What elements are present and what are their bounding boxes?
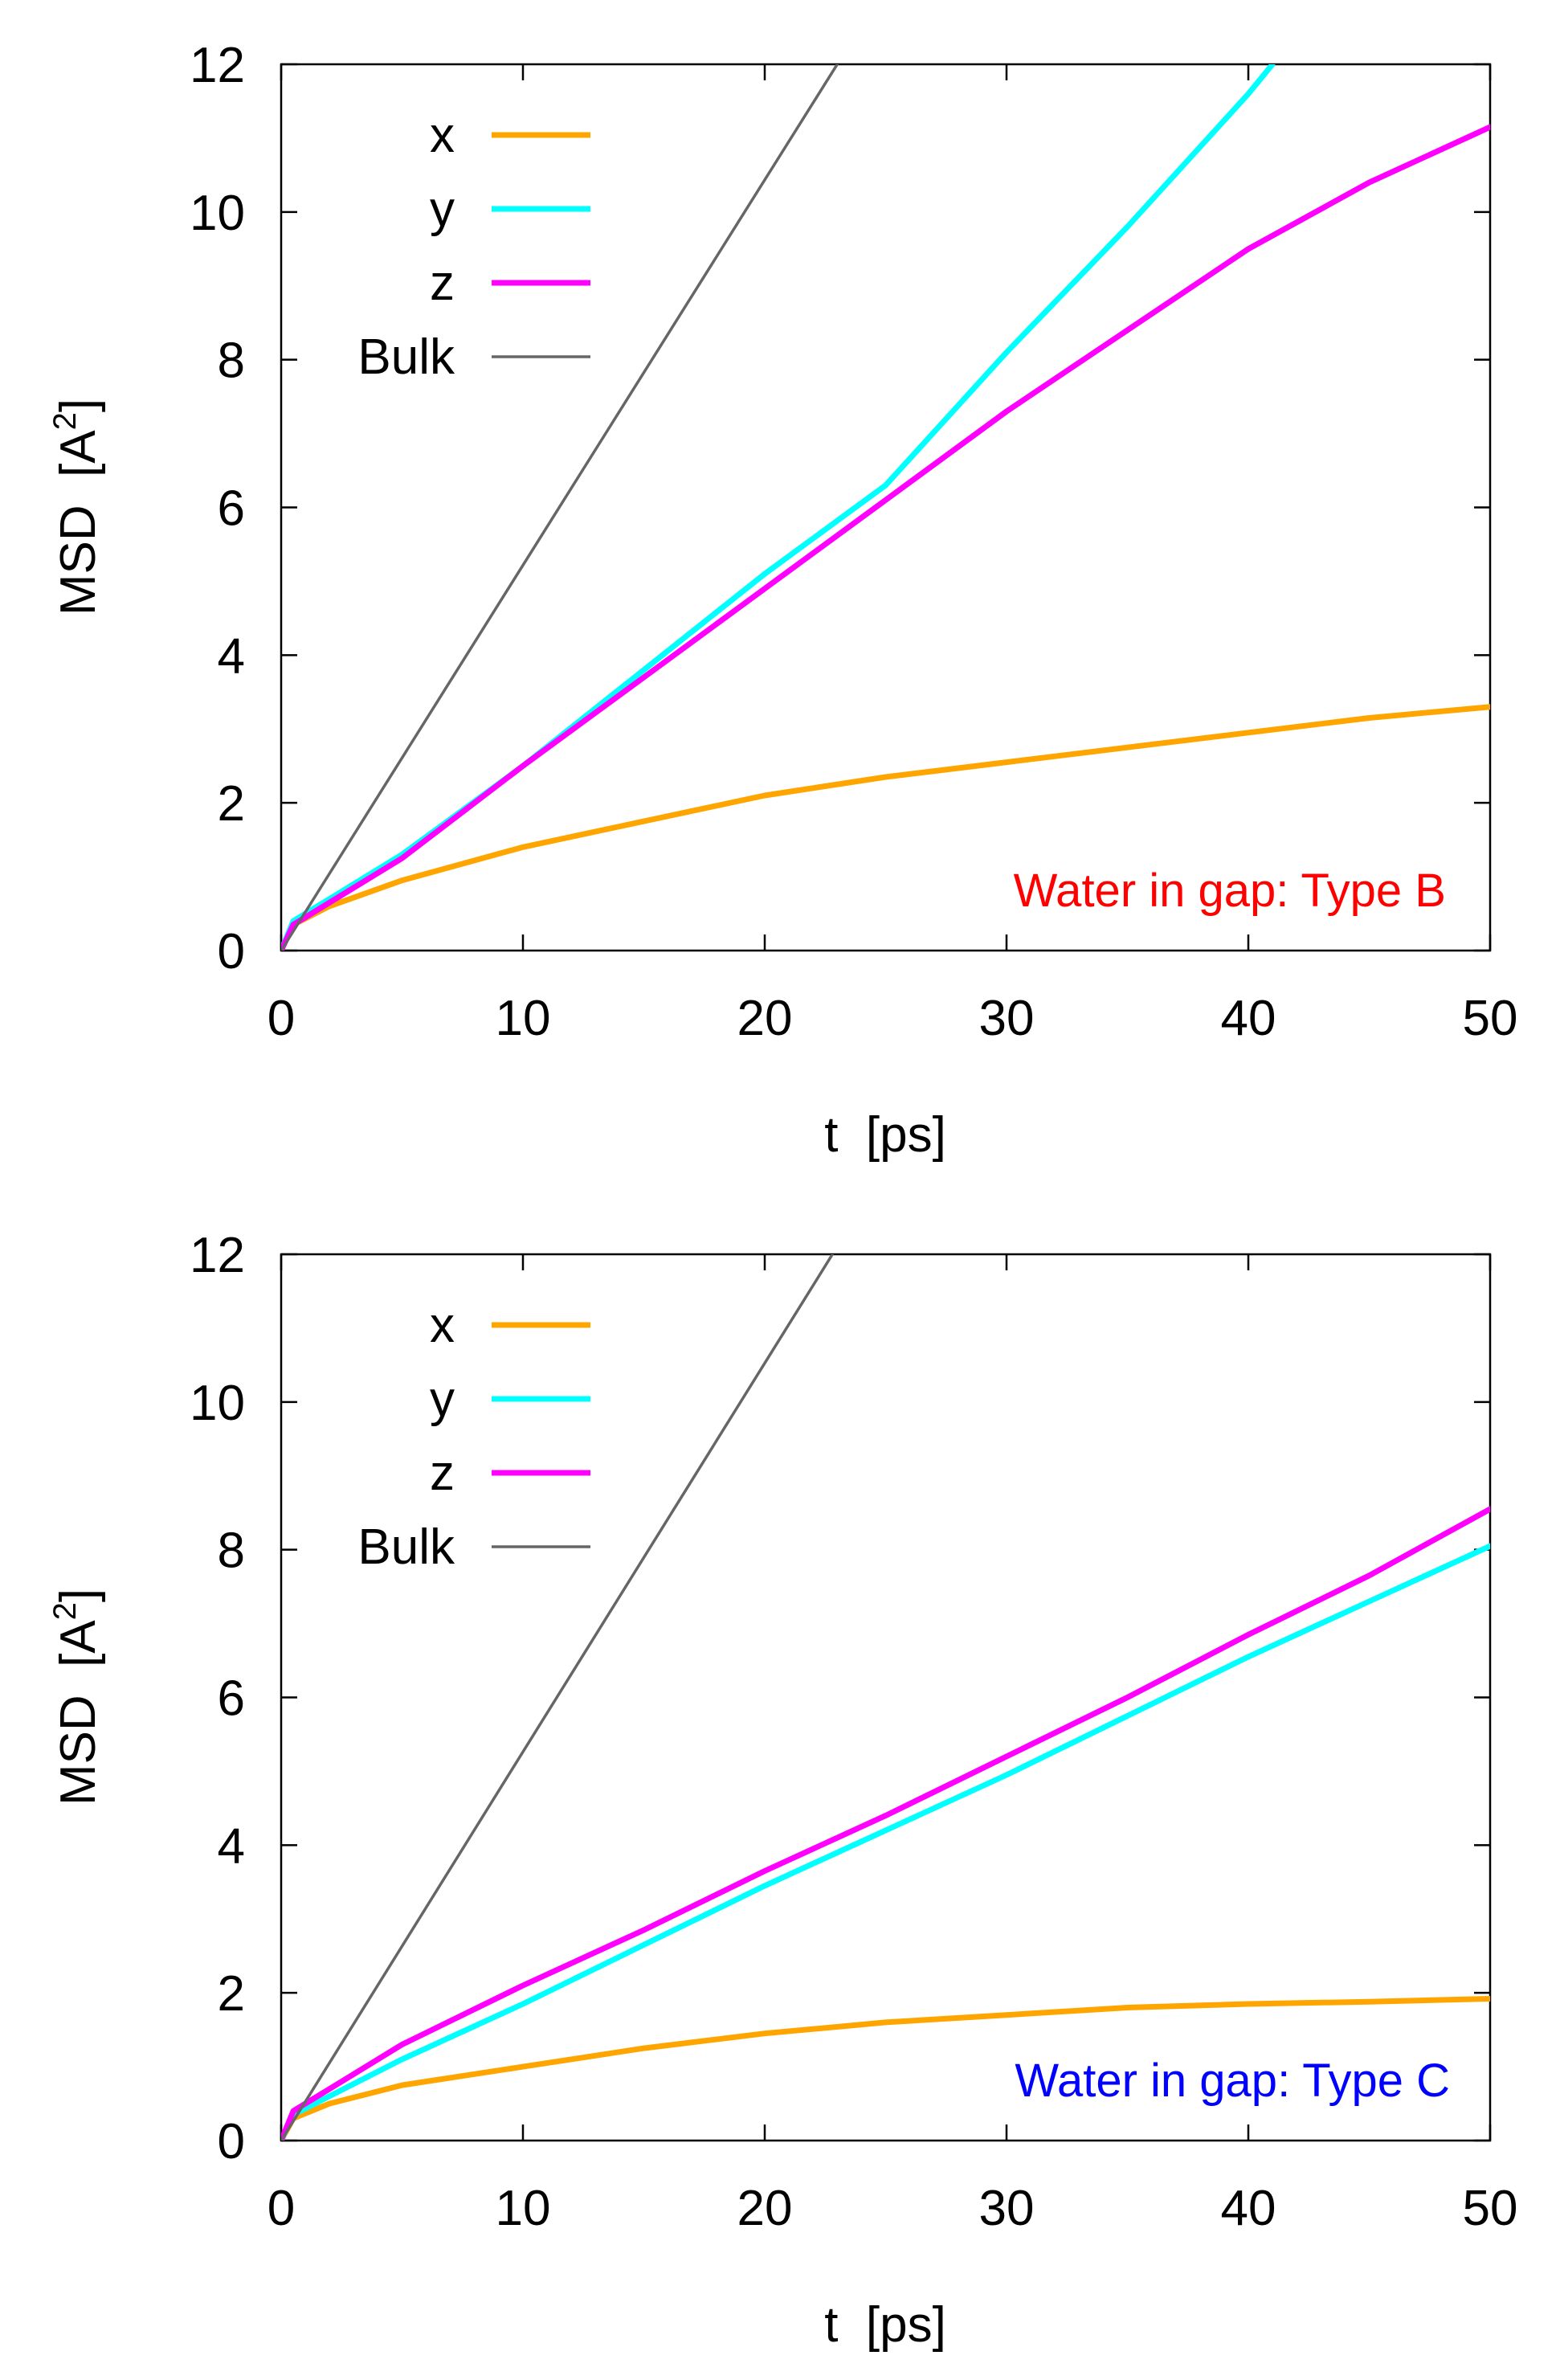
chart-svg: 0 10 20 30 40 50 0 2 4 6 8 10 12 xyz Bulk Water in g… [47, 38, 1518, 1163]
axis-ticks [280, 1253, 1492, 2142]
legend-label-z: z [430, 1446, 455, 1501]
y-tick-labels: 0 2 4 6 8 10 12 [190, 38, 245, 979]
msd-chart-type-b: 0 10 20 30 40 50 0 2 4 6 8 10 12 x y z Bulk Water in g… [47, 38, 1518, 1163]
legend: xyz Bulk [357, 1298, 590, 1575]
x-tick-label: 50 [1463, 2181, 1518, 2236]
x-tick-label: 20 [737, 991, 793, 1046]
x-tick-label: 30 [979, 2181, 1035, 2236]
x-tick-label: 30 [979, 991, 1035, 1046]
y-tick-label: 12 [190, 38, 245, 93]
annotation: Water in gap: Type B [1014, 865, 1446, 917]
series-line-y [281, 64, 1276, 951]
y-tick-labels: 0 2 4 6 8 10 12 [190, 1228, 245, 2169]
y-tick-label: 8 [218, 1523, 245, 1579]
y-tick-label: 8 [218, 333, 245, 389]
y-axis-label: MSD [A2] [47, 399, 106, 615]
x-tick-label: 10 [496, 991, 551, 1046]
legend: xyz Bulk [357, 108, 590, 385]
legend-label-x: x [430, 108, 455, 163]
x-tick-label: 50 [1463, 991, 1518, 1046]
axis-ticks [280, 63, 1492, 952]
x-tick-labels: 0 10 20 30 40 50 [267, 2181, 1518, 2236]
x-tick-labels: 0 10 20 30 40 50 [267, 991, 1518, 1046]
y-tick-label: 12 [190, 1228, 245, 1283]
plot-area [280, 1253, 1492, 2142]
x-axis-label: t [ps] [824, 2297, 946, 2353]
series-line-z [281, 1506, 1490, 2141]
legend-label-y: y [430, 182, 455, 237]
x-tick-label: 40 [1221, 2181, 1276, 2236]
legend-label-bulk: Bulk [357, 329, 455, 385]
y-axis-label: MSD [A2] [47, 1589, 106, 1805]
series-line-z [281, 124, 1490, 951]
y-tick-label: 10 [190, 186, 245, 241]
x-tick-label: 10 [496, 2181, 551, 2236]
y-tick-label: 4 [218, 628, 245, 684]
x-tick-label: 40 [1221, 991, 1276, 1046]
x-tick-label: 0 [267, 991, 295, 1046]
legend-label-x: x [430, 1298, 455, 1353]
msd-chart-type-c: 0 10 20 30 40 50 0 2 4 6 8 10 12 x y z Bulk Water in g… [0, 1190, 1560, 2380]
series-lines [281, 1254, 1490, 2141]
series-line-x [281, 704, 1490, 951]
x-axis-label: t [ps] [824, 1107, 946, 1163]
legend-label-bulk: Bulk [357, 1519, 455, 1575]
y-tick-label: 0 [218, 924, 245, 979]
legend-label-y: y [430, 1372, 455, 1427]
series-line-y [281, 1543, 1490, 2141]
series-lines [281, 64, 1490, 951]
x-tick-label: 20 [737, 2181, 793, 2236]
series-line-x [281, 1996, 1490, 2141]
y-tick-label: 6 [218, 1671, 245, 1727]
chart-svg: 0 10 20 30 40 50 0 2 4 6 8 10 12 xyz Bulk Water in g… [47, 1228, 1518, 2353]
plot-area [280, 63, 1492, 952]
legend-label-z: z [430, 256, 455, 311]
y-tick-label: 10 [190, 1376, 245, 1431]
y-tick-label: 6 [218, 481, 245, 537]
y-tick-label: 2 [218, 1966, 245, 2022]
y-tick-label: 4 [218, 1818, 245, 1874]
y-tick-label: 2 [218, 776, 245, 832]
x-tick-label: 0 [267, 2181, 295, 2236]
series-line-bulk [281, 1254, 835, 2141]
y-tick-label: 0 [218, 2114, 245, 2169]
annotation: Water in gap: Type C [1015, 2055, 1450, 2107]
series-line-bulk [281, 64, 839, 951]
